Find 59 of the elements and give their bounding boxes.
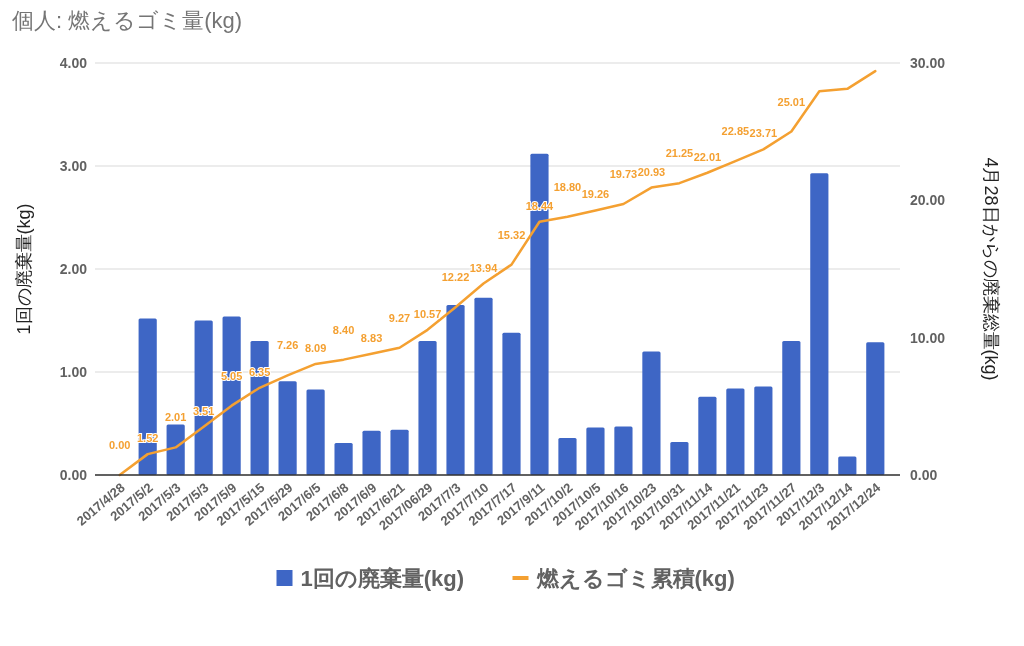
- y-axis-title: 1回の廃棄量(kg): [14, 203, 34, 335]
- bar: [390, 429, 409, 475]
- data-label: 21.25: [665, 147, 694, 160]
- y2-tick-label: 0.00: [910, 466, 938, 483]
- data-label: 7.26: [276, 339, 299, 352]
- data-label: 0.00: [108, 439, 131, 451]
- bar: [670, 442, 689, 475]
- bar: [446, 305, 465, 475]
- bar: [586, 427, 605, 475]
- data-label: 25.01: [777, 95, 806, 108]
- y-tick-label: 0.00: [59, 466, 88, 483]
- bar: [838, 456, 857, 475]
- data-label: 18.80: [553, 180, 582, 193]
- data-label: 8.40: [332, 323, 355, 336]
- legend-label: 1回の廃棄量(kg): [300, 565, 465, 591]
- data-label: 8.83: [360, 331, 383, 344]
- bar: [726, 388, 745, 475]
- bar: [362, 430, 381, 475]
- bar: [558, 437, 577, 475]
- y2-tick-label: 30.00: [910, 54, 946, 71]
- bar: [222, 316, 241, 475]
- bar: [278, 381, 297, 475]
- y-tick-label: 2.00: [59, 260, 88, 277]
- bar: [782, 341, 801, 475]
- y2-tick-label: 20.00: [910, 192, 946, 209]
- data-label: 9.27: [388, 311, 411, 324]
- bar: [474, 297, 493, 475]
- legend-label: 燃えるゴミ累積(kg): [535, 565, 735, 591]
- y2-axis-title: 4月28日からの廃棄総量(kg): [981, 157, 1001, 381]
- y-tick-label: 3.00: [59, 157, 88, 174]
- data-label: 8.09: [304, 341, 327, 354]
- bar: [502, 332, 521, 475]
- data-label: 19.26: [581, 188, 610, 201]
- bar: [194, 320, 213, 475]
- data-label: 15.32: [497, 228, 526, 241]
- bar: [754, 386, 773, 475]
- bar: [138, 318, 157, 475]
- data-label: 22.85: [721, 125, 750, 138]
- data-label: 19.73: [609, 168, 638, 181]
- bar: [166, 424, 185, 475]
- y2-tick-label: 10.00: [910, 329, 946, 346]
- data-label: 22.01: [693, 150, 722, 163]
- data-label: 2.01: [164, 411, 187, 424]
- data-label: 23.71: [749, 127, 778, 140]
- bar: [866, 342, 885, 475]
- bar: [418, 341, 437, 475]
- y-tick-label: 1.00: [59, 363, 88, 380]
- y-tick-label: 4.00: [59, 54, 88, 71]
- data-label: 20.93: [637, 165, 666, 178]
- data-label: 10.57: [413, 307, 442, 320]
- bar: [614, 426, 633, 475]
- bar: [642, 351, 661, 475]
- bar: [306, 389, 325, 475]
- data-label: 12.22: [441, 271, 470, 284]
- chart-title: 個人: 燃えるゴミ量(kg): [12, 8, 243, 33]
- data-label: 13.94: [469, 261, 499, 274]
- bar: [334, 443, 353, 475]
- bar: [698, 396, 717, 475]
- bar: [810, 173, 829, 475]
